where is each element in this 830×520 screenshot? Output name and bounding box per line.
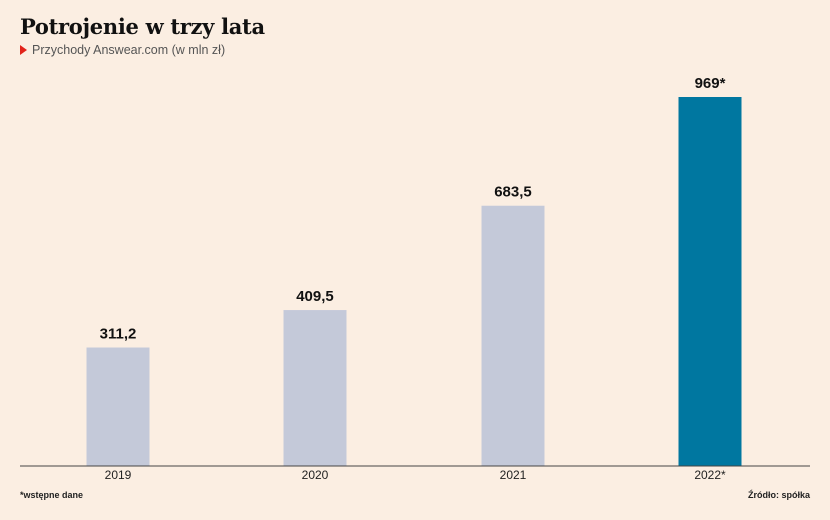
value-label-1: 409,5 (296, 288, 334, 305)
bar-2 (481, 205, 545, 466)
chart-subtitle: Przychody Answear.com (w mln zł) (20, 43, 225, 57)
value-label-2: 683,5 (494, 184, 532, 201)
x-tick-label-1: 2020 (302, 468, 329, 482)
subtitle-text: Przychody Answear.com (w mln zł) (32, 43, 226, 57)
bar-0 (86, 347, 150, 466)
source-note: Źródło: spółka (747, 490, 810, 500)
chart-title: Potrojenie w trzy lata (20, 14, 265, 39)
x-tick-label-3: 2022* (694, 468, 726, 482)
footnote: *wstępne dane (20, 490, 84, 500)
labels-group: 311,2 2019 409,5 2020 683,5 2021 969* 2022* (100, 75, 726, 482)
value-label-0: 311,2 (100, 325, 137, 342)
value-label-3: 969* (695, 75, 726, 92)
x-tick-label-0: 2019 (105, 468, 132, 482)
bar-1 (283, 310, 347, 466)
bar-3 (678, 97, 742, 466)
bars-group (86, 97, 742, 466)
red-triangle-icon (20, 45, 27, 55)
x-tick-label-2: 2021 (500, 468, 527, 482)
